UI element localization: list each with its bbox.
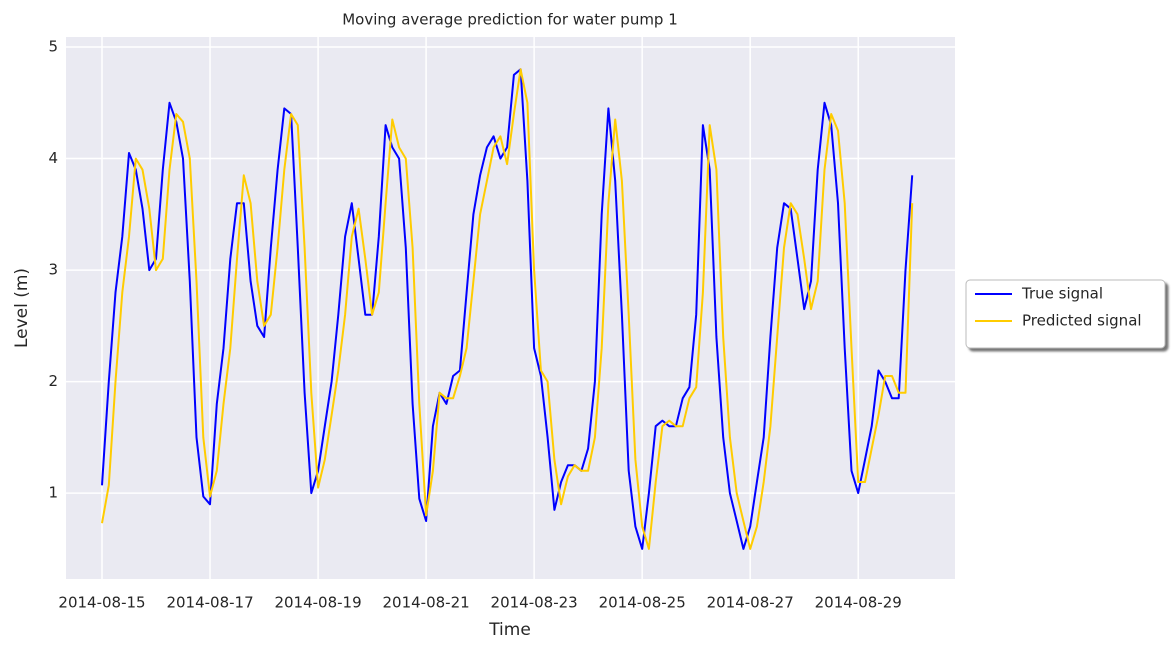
series-line bbox=[101, 68, 914, 550]
y-tick-label: 2 bbox=[48, 372, 58, 390]
x-axis-label: Time bbox=[488, 620, 531, 640]
y-tick-label: 5 bbox=[48, 38, 58, 56]
legend-label: True signal bbox=[1021, 285, 1103, 303]
legend-label: Predicted signal bbox=[1022, 312, 1142, 330]
x-tick-label: 2014-08-27 bbox=[707, 594, 794, 612]
x-tick-label: 2014-08-25 bbox=[599, 594, 686, 612]
series-line bbox=[101, 68, 914, 550]
x-tick-label: 2014-08-15 bbox=[58, 594, 145, 612]
x-tick-label: 2014-08-23 bbox=[491, 594, 578, 612]
y-tick-label: 3 bbox=[48, 261, 58, 279]
y-axis-label: Level (m) bbox=[12, 268, 32, 348]
plot-area bbox=[66, 37, 955, 579]
y-tick-label: 1 bbox=[48, 484, 58, 502]
x-tick-label: 2014-08-29 bbox=[815, 594, 902, 612]
x-tick-label: 2014-08-21 bbox=[383, 594, 470, 612]
x-tick-label: 2014-08-17 bbox=[166, 594, 253, 612]
y-tick-label: 4 bbox=[48, 149, 58, 167]
legend-box bbox=[965, 279, 1166, 349]
x-tick-label: 2014-08-19 bbox=[274, 594, 361, 612]
chart-title: Moving average prediction for water pump… bbox=[342, 11, 678, 29]
